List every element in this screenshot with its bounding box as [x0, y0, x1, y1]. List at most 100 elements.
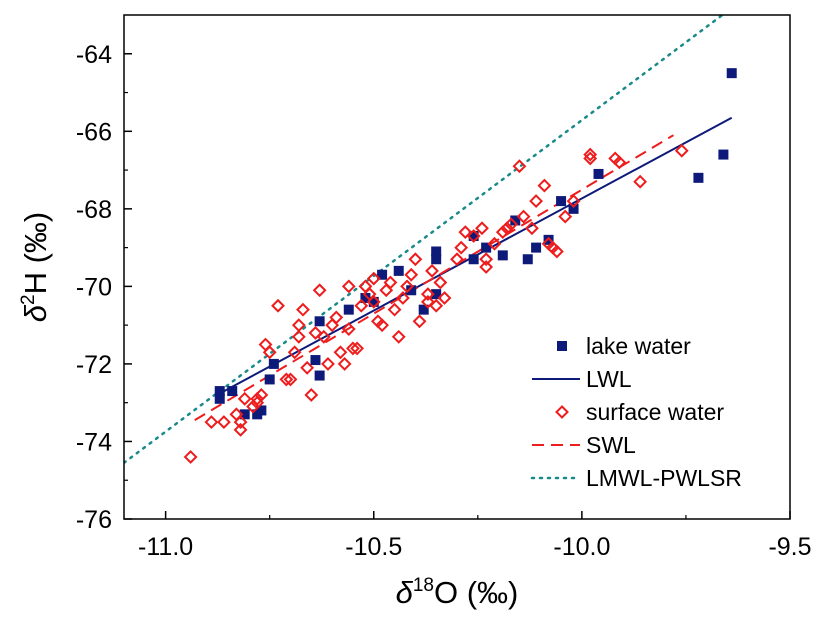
legend-swl-label: SWL	[586, 432, 636, 458]
surface-water-point	[391, 329, 406, 344]
surface-water-point	[395, 291, 410, 305]
surface-water-point	[633, 174, 648, 189]
surface-water-point	[333, 345, 348, 360]
lake-water-point	[393, 265, 404, 276]
surface-water-point	[500, 221, 514, 236]
lake-water-point	[693, 172, 704, 183]
lake-water-point	[543, 234, 554, 245]
surface-water-point	[558, 209, 573, 224]
lake-water-point	[214, 393, 225, 404]
surface-water-point	[487, 236, 502, 251]
surface-water-point	[479, 252, 494, 267]
surface-water-point	[279, 372, 294, 387]
plot-frame	[123, 14, 791, 520]
swl-line	[194, 134, 674, 421]
surface-water-point	[341, 322, 356, 336]
surface-water-point	[504, 217, 519, 232]
surface-water-point	[300, 360, 315, 375]
y-tick-label: -68	[76, 196, 112, 224]
surface-water-point	[583, 147, 598, 162]
lake-water-point	[431, 246, 442, 257]
surface-water-point	[479, 260, 494, 274]
surface-water-point	[366, 294, 381, 309]
surface-water-point	[387, 302, 402, 317]
surface-water-point	[454, 240, 469, 255]
lake-water-point	[310, 355, 321, 366]
lake-water-point	[431, 289, 442, 300]
surface-water-point	[312, 283, 327, 298]
surface-water-point	[337, 357, 352, 371]
legend-surface-water-label: surface water	[586, 399, 724, 425]
surface-water-point	[233, 422, 248, 437]
lake-water-point	[568, 203, 579, 214]
x-tick-label: -11.0	[138, 533, 193, 561]
lake-water-point	[497, 250, 508, 261]
surface-water-point	[433, 275, 448, 290]
surface-water-point	[525, 221, 539, 236]
lake-water-point	[431, 254, 442, 265]
surface-water-point	[304, 388, 319, 402]
surface-water-point	[346, 341, 360, 356]
surface-water-point	[412, 314, 427, 329]
surface-water-point	[271, 298, 285, 313]
surface-water-point	[458, 225, 473, 240]
surface-water-point	[437, 291, 452, 305]
surface-water-point	[283, 372, 298, 387]
lake-water-point	[239, 409, 250, 420]
lake-water-point	[522, 254, 533, 265]
y-tick-label: -70	[76, 273, 112, 301]
surface-water-point	[529, 194, 544, 209]
lake-water-point	[531, 242, 542, 253]
surface-water-point	[549, 244, 564, 259]
axes: -11.0 -10.5 -10.0 -9.5 -76 -74 -72 -70 -68 -66 -64	[76, 41, 812, 561]
lake-water-point	[418, 304, 429, 315]
legend-surface-water-marker	[555, 405, 569, 419]
y-tick-label: -64	[76, 41, 112, 69]
surface-water-point	[420, 287, 435, 302]
lake-water-point	[264, 374, 275, 385]
surface-water-point	[408, 252, 423, 267]
surface-water-point	[321, 357, 335, 371]
lake-water-point	[468, 230, 479, 241]
surface-water-point	[674, 143, 689, 158]
surface-water-point	[254, 388, 269, 402]
x-tick-label: -10.5	[345, 533, 402, 561]
surface-water-point	[375, 318, 389, 333]
lake-water-point	[593, 168, 604, 179]
surface-water-point	[216, 415, 231, 429]
legend: lake water LWL surface water SWL LMWL-PWLSR	[530, 333, 742, 491]
surface-water-point	[612, 155, 627, 170]
surface-water-point	[308, 325, 323, 340]
y-tick-label: -66	[76, 118, 112, 146]
surface-water-point	[296, 302, 310, 317]
surface-water-point	[512, 159, 527, 174]
surface-water-point	[350, 341, 365, 356]
lake-water-point	[314, 370, 325, 381]
surface-water-point	[366, 271, 381, 286]
surface-water-point	[250, 391, 265, 406]
legend-lake-water-marker	[557, 341, 567, 351]
surface-water-point	[316, 329, 331, 344]
lake-water-point	[368, 296, 379, 307]
surface-water-point	[450, 252, 464, 267]
lake-water-point	[343, 304, 354, 315]
x-tick-label: -10.0	[553, 533, 610, 561]
lake-water-point	[227, 386, 238, 397]
surface-water-point	[354, 298, 369, 313]
surface-water-point	[383, 275, 398, 290]
surface-water-point	[400, 279, 414, 294]
surface-water-point	[237, 391, 252, 406]
surface-water-point	[566, 194, 581, 209]
lmwl-pwlsr-line	[124, 15, 725, 465]
surface-water-point	[537, 178, 552, 193]
lake-water-point	[468, 254, 479, 265]
lake-water-point	[556, 196, 567, 207]
surface-water-point	[429, 298, 444, 313]
lake-water-point	[726, 68, 737, 79]
lake-water-point	[377, 269, 388, 280]
surface-water-point	[262, 345, 277, 360]
surface-water-point	[183, 450, 198, 464]
surface-water-point	[404, 267, 419, 282]
lake-water-point	[268, 358, 279, 369]
legend-lmwl-pwlsr-label: LMWL-PWLSR	[586, 465, 742, 491]
